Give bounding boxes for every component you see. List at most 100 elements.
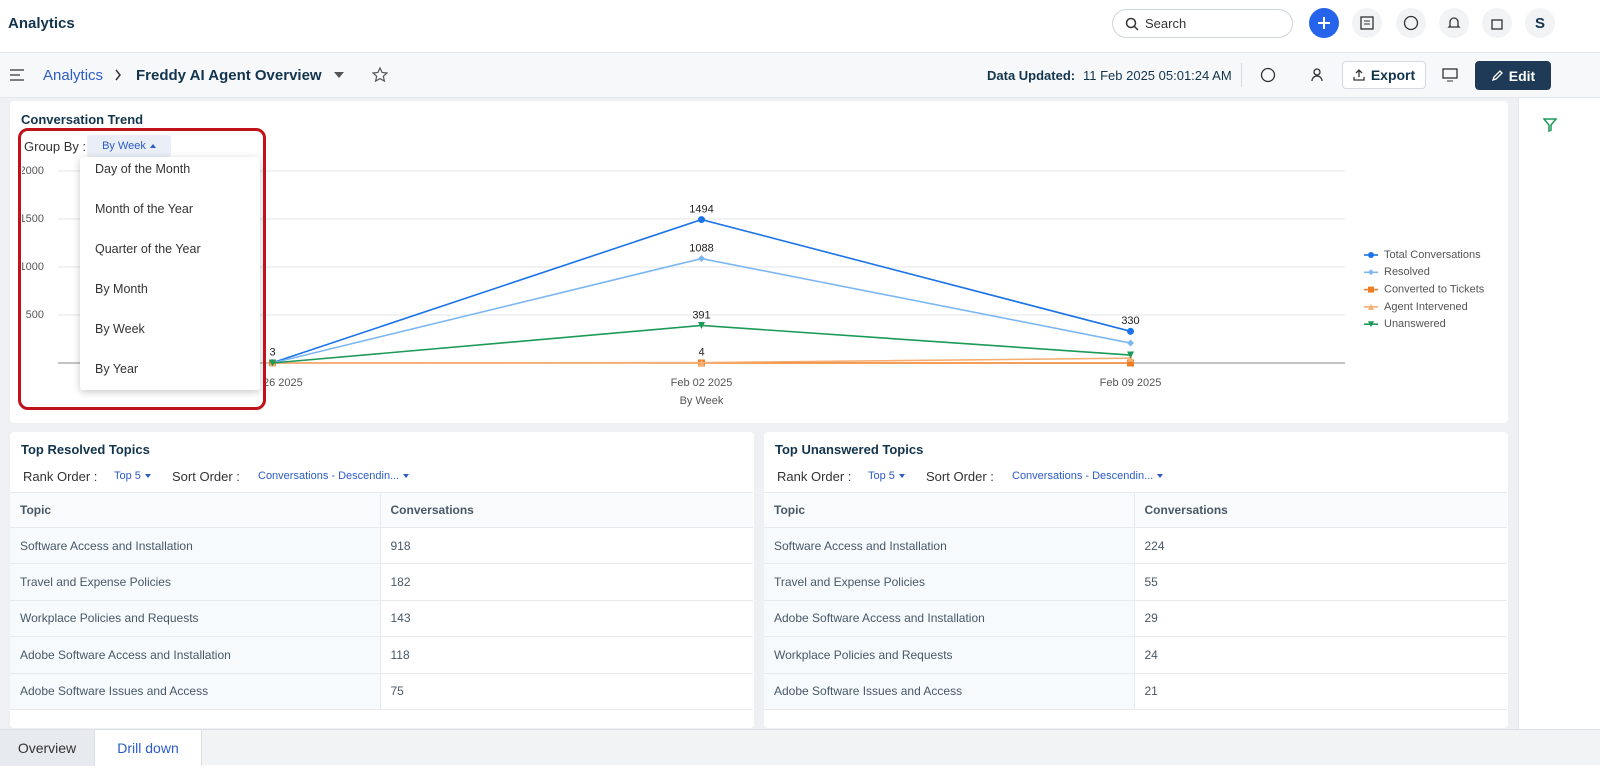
- table-row: Workplace Policies and Requests 143: [10, 600, 753, 638]
- table-cell: Adobe Software Issues and Access: [764, 673, 1135, 710]
- header-row: Topic Conversations: [10, 492, 753, 528]
- separator: [1241, 63, 1242, 87]
- side-panel: [1518, 98, 1600, 729]
- tab[interactable]: Overview: [0, 730, 94, 766]
- card-title: Conversation Trend: [21, 112, 144, 127]
- header-row: Topic Conversations: [764, 492, 1507, 528]
- data-label: 1494: [689, 203, 713, 215]
- point: [269, 359, 276, 367]
- present-button[interactable]: [1442, 68, 1458, 82]
- sort-value: Conversations - Descendin...: [258, 470, 400, 482]
- table-row: Adobe Software Access and Installation 29: [764, 600, 1507, 638]
- caret: [144, 474, 151, 479]
- table-row: Software Access and Installation 224: [764, 527, 1507, 565]
- tickets-icon[interactable]: [1352, 8, 1382, 38]
- table-row: Travel and Expense Policies 55: [764, 563, 1507, 601]
- table-row: Adobe Software Issues and Access 75: [10, 673, 753, 710]
- data-table: Topic Conversations Software Access and In…: [764, 492, 1507, 710]
- group-by-value: By Week: [102, 140, 146, 152]
- y-tick-label: 1000: [22, 261, 44, 273]
- dropdown-option[interactable]: Quarter of the Year: [95, 242, 201, 256]
- title-dropdown[interactable]: [334, 72, 344, 78]
- toolbar: Analytics Freddy AI Agent Overview Data …: [0, 53, 1600, 98]
- table-cell: 118: [380, 636, 753, 674]
- dropdown-option[interactable]: By Week: [95, 322, 145, 336]
- filter-icon[interactable]: [1543, 118, 1557, 132]
- export-button[interactable]: Export: [1342, 61, 1426, 89]
- caret: [403, 474, 410, 479]
- group-by-select[interactable]: By Week: [87, 135, 171, 157]
- help-button[interactable]: [1260, 67, 1276, 83]
- dropdown-option[interactable]: Month of the Year: [95, 202, 193, 216]
- table-card: Top Unanswered Topics Rank Order : Top 5 So…: [764, 432, 1508, 728]
- card-title: Top Resolved Topics: [21, 442, 150, 457]
- column-header: Topic: [764, 492, 1135, 528]
- legend-label: Total Conversations: [1384, 249, 1481, 261]
- legend-label: Unanswered: [1384, 318, 1446, 330]
- data-table: Topic Conversations Software Access and In…: [10, 492, 753, 710]
- tab[interactable]: Drill down: [94, 730, 202, 766]
- dropdown-option[interactable]: By Month: [95, 282, 148, 296]
- edit-label: Edit: [1508, 67, 1536, 84]
- x-axis-title: By Week: [680, 395, 724, 407]
- table-cell: 918: [380, 527, 753, 565]
- sort-select[interactable]: Conversations - Descendin...: [258, 470, 410, 482]
- caret: [1157, 474, 1164, 479]
- trend-card: Conversation Trend 500 1000 1500 2000 Jan 26…: [10, 101, 1508, 423]
- table-cell: Workplace Policies and Requests: [10, 600, 381, 638]
- rank-select[interactable]: Top 5: [114, 470, 151, 482]
- dropdown-option[interactable]: By Year: [95, 362, 139, 376]
- table-row: Software Access and Installation 918: [10, 527, 753, 565]
- table-cell: 21: [1134, 673, 1507, 710]
- point: [1368, 303, 1374, 310]
- dropdown-option[interactable]: Day of the Month: [95, 162, 191, 176]
- table-row: Adobe Software Issues and Access 21: [764, 673, 1507, 710]
- point: [1368, 269, 1374, 276]
- group-by-label: Group By :: [24, 139, 87, 154]
- data-label: 1088: [689, 242, 713, 254]
- table-row: Adobe Software Access and Installation 11…: [10, 636, 753, 674]
- column-header: Conversations: [380, 492, 753, 528]
- table-cell: Adobe Software Access and Installation: [10, 636, 381, 674]
- favorite-star[interactable]: [372, 67, 388, 83]
- search-box[interactable]: Search: [1112, 9, 1293, 38]
- app-title: Analytics: [8, 15, 75, 32]
- sort-select[interactable]: Conversations - Descendin...: [1012, 470, 1164, 482]
- data-updated-label: Data Updated:: [987, 68, 1076, 83]
- edit-button[interactable]: Edit: [1475, 61, 1551, 90]
- point: [1127, 327, 1134, 335]
- add-button[interactable]: [1309, 8, 1339, 38]
- point: [698, 255, 705, 263]
- y-tick-label: 500: [26, 309, 44, 321]
- rank-label: Rank Order :: [23, 469, 98, 484]
- table-cell: Travel and Expense Policies: [764, 563, 1135, 601]
- table-cell: Adobe Software Access and Installation: [764, 600, 1135, 638]
- rank-value: Top 5: [114, 470, 141, 482]
- table-cell: 29: [1134, 600, 1507, 638]
- legend-label: Converted to Tickets: [1384, 284, 1485, 296]
- rank-select[interactable]: Top 5: [868, 470, 905, 482]
- table-cell: Travel and Expense Policies: [10, 563, 381, 601]
- tab-bar: Overview Drill down: [0, 729, 1600, 766]
- data-label: 330: [1121, 315, 1139, 327]
- table-cell: Software Access and Installation: [10, 527, 381, 565]
- share-button[interactable]: [1310, 67, 1326, 83]
- sort-label: Sort Order :: [926, 469, 994, 484]
- search-placeholder: Search: [1145, 16, 1187, 31]
- table-cell: 24: [1134, 636, 1507, 674]
- table-cell: Software Access and Installation: [764, 527, 1135, 565]
- data-label: 391: [692, 309, 710, 321]
- search-icon: [1125, 17, 1139, 31]
- avatar[interactable]: S: [1525, 8, 1555, 38]
- caret: [898, 474, 905, 479]
- x-tick-label: Feb 02 2025: [671, 377, 733, 389]
- notification-icon[interactable]: [1439, 8, 1469, 38]
- breadcrumb-link[interactable]: Analytics: [43, 67, 104, 84]
- menu-icon[interactable]: [10, 69, 24, 81]
- table-cell: 55: [1134, 563, 1507, 601]
- help-icon[interactable]: [1396, 8, 1426, 38]
- point: [1127, 339, 1134, 347]
- page-title: Freddy AI Agent Overview: [136, 67, 322, 84]
- store-icon[interactable]: [1482, 8, 1512, 38]
